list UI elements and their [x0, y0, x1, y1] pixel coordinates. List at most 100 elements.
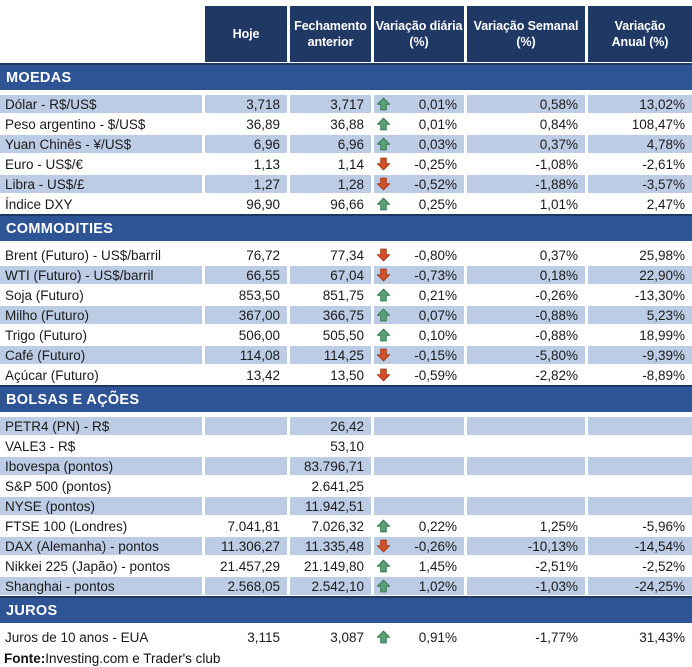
table-row-trigo-futuro: Trigo (Futuro) 506,00 505,50 0,10% -0,88% 18,…: [0, 325, 692, 345]
cell-variacao-anual: -8,89%: [642, 367, 685, 383]
variacao-diaria-value: -0,26%: [414, 538, 457, 554]
up-arrow-icon: [376, 308, 392, 323]
cell-variacao-semanal: -1,88%: [467, 174, 585, 194]
source-text: Investing.com e Trader's club: [45, 651, 221, 666]
up-arrow-icon: [376, 117, 392, 132]
row-label: Nikkei 225 (Japão) - pontos: [5, 558, 171, 574]
cell-variacao-diaria: -0,80%: [374, 245, 464, 265]
table-row-nikkei-225-japao-pontos: Nikkei 225 (Japão) - pontos 21.457,29 21.1…: [0, 556, 692, 576]
row-label: PETR4 (PN) - R$: [0, 416, 202, 436]
cell-hoje: 76,72: [246, 247, 280, 263]
cell-variacao-semanal: -2,51%: [535, 558, 578, 574]
cell-fechamento-anterior: 26,42: [290, 416, 371, 436]
cell-variacao-diaria: 0,01%: [374, 94, 464, 114]
cell-variacao-semanal: 0,84%: [539, 116, 578, 132]
down-arrow-icon: [376, 248, 392, 263]
cell-fechamento-anterior: 36,88: [330, 116, 364, 132]
cell-hoje: 36,89: [246, 116, 280, 132]
cell-variacao-semanal: -10,13%: [467, 536, 585, 556]
row-label: S&P 500 (pontos): [5, 478, 112, 494]
cell-variacao-semanal: [467, 496, 585, 516]
variacao-diaria-value: -0,59%: [414, 367, 457, 383]
table-row-euro-us: Euro - US$/€ 1,13 1,14 -0,25% -1,08% -2,61%: [0, 154, 692, 174]
cell-hoje: 7.041,81: [227, 518, 280, 534]
cell-variacao-diaria: [374, 476, 464, 496]
cell-variacao-semanal: [467, 436, 585, 456]
section-title: COMMODITIES: [6, 220, 114, 237]
cell-fechamento-anterior: 13,50: [330, 367, 364, 383]
cell-variacao-anual: 18,99%: [639, 327, 685, 343]
cell-variacao-diaria: 1,02%: [374, 576, 464, 596]
table-row-milho-futuro: Milho (Futuro) 367,00 366,75 0,07% -0,88% 5,2…: [0, 305, 692, 325]
cell-hoje: 1,27: [205, 174, 287, 194]
cell-hoje: [205, 476, 287, 496]
row-label: Trigo (Futuro): [5, 327, 88, 343]
table-row-wti-futuro-us-barril: WTI (Futuro) - US$/barril 66,55 67,04 -0,73…: [0, 265, 692, 285]
row-label: WTI (Futuro) - US$/barril: [0, 265, 202, 285]
variacao-diaria-value: 0,21%: [418, 287, 457, 303]
cell-variacao-diaria: -0,59%: [374, 365, 464, 385]
cell-variacao-diaria: -0,15%: [374, 345, 464, 365]
variacao-diaria-value: 0,07%: [418, 307, 457, 323]
table-header: Hoje Fechamento anterior Variação diária (…: [0, 6, 692, 62]
cell-fechamento-anterior: 1,28: [290, 174, 371, 194]
cell-variacao-diaria: 0,91%: [374, 627, 464, 647]
cell-hoje: 114,08: [205, 345, 287, 365]
cell-variacao-anual: -5,96%: [642, 518, 685, 534]
row-label: VALE3 - R$: [5, 438, 76, 454]
no-arrow: [376, 419, 392, 434]
cell-variacao-anual: 31,43%: [639, 629, 685, 645]
table-row-ibovespa-pontos: Ibovespa (pontos) 83.796,71: [0, 456, 692, 476]
up-arrow-icon: [376, 559, 392, 574]
column-header-0: Hoje: [205, 6, 287, 62]
cell-hoje: 21.457,29: [219, 558, 280, 574]
cell-fechamento-anterior: 53,10: [330, 438, 364, 454]
cell-fechamento-anterior: 114,25: [290, 345, 371, 365]
column-header-4: Variação Anual (%): [588, 6, 692, 62]
cell-hoje: 3,115: [247, 629, 280, 645]
cell-variacao-diaria: 0,21%: [374, 285, 464, 305]
section-header-juros: JUROS: [0, 596, 692, 623]
variacao-diaria-value: -0,52%: [414, 176, 457, 192]
cell-variacao-anual: [588, 436, 692, 456]
cell-variacao-semanal: -1,03%: [467, 576, 585, 596]
variacao-diaria-value: 1,02%: [418, 578, 457, 594]
up-arrow-icon: [376, 328, 392, 343]
cell-fechamento-anterior: 7.026,32: [311, 518, 364, 534]
cell-fechamento-anterior: 1,14: [337, 156, 364, 172]
table-row-yuan-chines-us: Yuan Chinês - ¥/US$ 6,96 6,96 0,03% 0,37% 4,7…: [0, 134, 692, 154]
cell-fechamento-anterior: 366,75: [290, 305, 371, 325]
table-row-brent-futuro-us-barril: Brent (Futuro) - US$/barril 76,72 77,34 -0,…: [0, 245, 692, 265]
cell-fechamento-anterior: 11.335,48: [290, 536, 371, 556]
cell-variacao-semanal: 0,58%: [467, 94, 585, 114]
cell-hoje: 853,50: [238, 287, 280, 303]
cell-variacao-semanal: 1,25%: [539, 518, 578, 534]
variacao-diaria-value: -0,73%: [414, 267, 457, 283]
cell-variacao-diaria: 0,10%: [374, 325, 464, 345]
cell-variacao-anual: 108,47%: [631, 116, 685, 132]
section-title: BOLSAS E AÇÕES: [6, 391, 140, 408]
corner-cell: [0, 6, 202, 62]
cell-variacao-anual: -13,30%: [634, 287, 685, 303]
section-title: MOEDAS: [6, 69, 72, 86]
cell-variacao-anual: -2,52%: [642, 558, 685, 574]
cell-hoje: 13,42: [246, 367, 280, 383]
row-label: DAX (Alemanha) - pontos: [0, 536, 202, 556]
cell-variacao-anual: 2,47%: [646, 196, 685, 212]
cell-variacao-anual: -3,57%: [588, 174, 692, 194]
cell-variacao-anual: [588, 456, 692, 476]
cell-variacao-anual: [588, 476, 692, 496]
table-row-dax-alemanha-pontos: DAX (Alemanha) - pontos 11.306,27 11.335,4…: [0, 536, 692, 556]
up-arrow-icon: [376, 579, 392, 594]
row-label: Milho (Futuro): [0, 305, 202, 325]
cell-fechamento-anterior: 851,75: [322, 287, 364, 303]
table-row-ftse-100-londres: FTSE 100 (Londres) 7.041,81 7.026,32 0,22% 1…: [0, 516, 692, 536]
variacao-diaria-value: 1,45%: [418, 558, 457, 574]
cell-fechamento-anterior: 83.796,71: [290, 456, 371, 476]
cell-hoje: [205, 496, 287, 516]
table-row-dolar-r-us: Dólar - R$/US$ 3,718 3,717 0,01% 0,58% 13,02%: [0, 94, 692, 114]
cell-variacao-semanal: 0,37%: [539, 247, 578, 263]
cell-variacao-diaria: [374, 496, 464, 516]
row-label: Shanghai - pontos: [0, 576, 202, 596]
cell-variacao-semanal: [467, 476, 585, 496]
